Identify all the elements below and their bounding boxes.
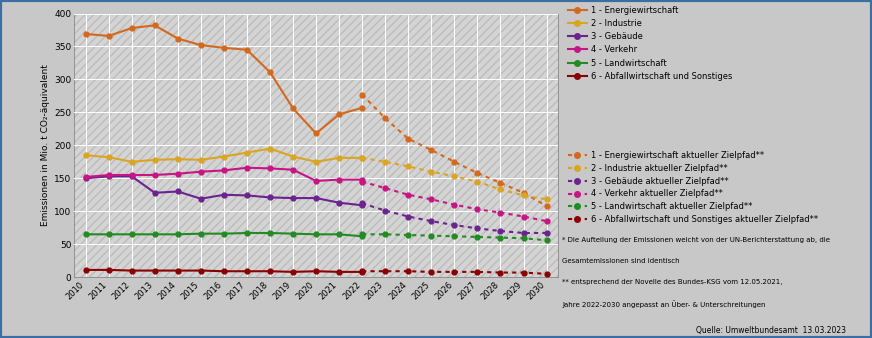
Text: Quelle: Umweltbundesamt  13.03.2023: Quelle: Umweltbundesamt 13.03.2023 xyxy=(696,325,846,335)
Y-axis label: Emissionen in Mio. t CO₂-äquivalent: Emissionen in Mio. t CO₂-äquivalent xyxy=(41,65,50,226)
Text: Jahre 2022-2030 angepasst an Über- & Unterschreitungen: Jahre 2022-2030 angepasst an Über- & Unt… xyxy=(562,300,766,308)
Text: ** entsprechend der Novelle des Bundes-KSG vom 12.05.2021,: ** entsprechend der Novelle des Bundes-K… xyxy=(562,279,783,285)
Legend: 1 - Energiewirtschaft aktueller Zielpfad**, 2 - Industrie aktueller Zielpfad**, : 1 - Energiewirtschaft aktueller Zielpfad… xyxy=(567,149,820,225)
Bar xyxy=(74,14,558,277)
Text: Gesamtemissionen sind identisch: Gesamtemissionen sind identisch xyxy=(562,258,680,264)
Text: * Die Aufteilung der Emissionen weicht von der UN-Berichterstattung ab, die: * Die Aufteilung der Emissionen weicht v… xyxy=(562,237,830,243)
